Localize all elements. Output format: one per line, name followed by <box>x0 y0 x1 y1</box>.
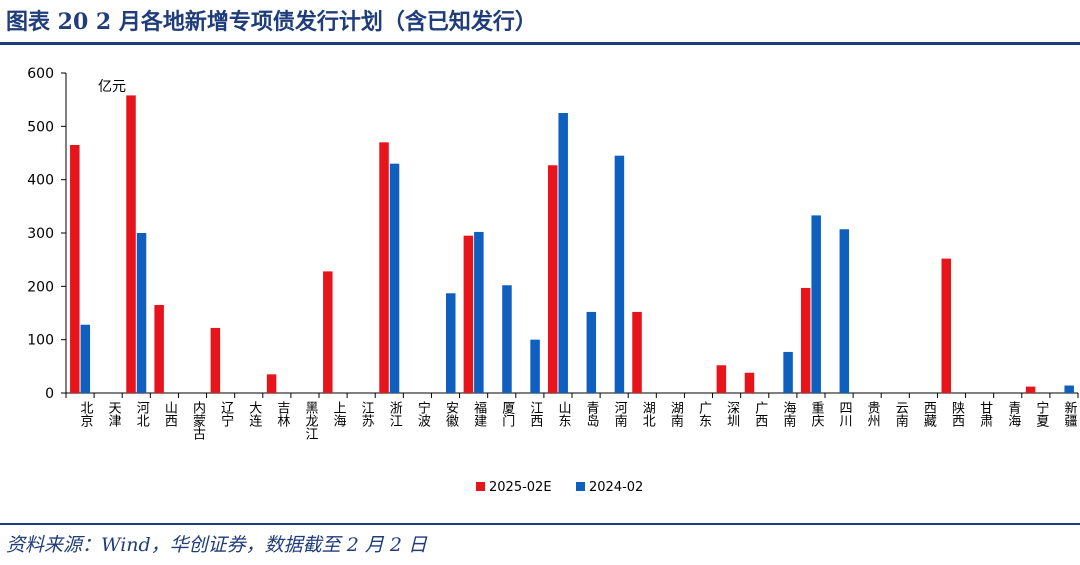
bar-2025-02e <box>547 165 558 393</box>
x-tick-label: 海南 <box>780 401 796 427</box>
bar-2024-02 <box>530 339 540 393</box>
bar-2025-02e <box>266 374 277 393</box>
x-tick-label: 湖南 <box>668 401 684 427</box>
bar-2025-02e <box>154 305 164 393</box>
bar-2025-02e <box>463 235 474 393</box>
bar-2025-02e <box>126 95 136 394</box>
x-tick-label: 安徽 <box>443 401 459 427</box>
x-tick-label: 深圳 <box>724 401 740 427</box>
bar-2025-02e <box>744 372 755 393</box>
legend-label: 2025-02E <box>489 480 552 495</box>
figure-title: 图表 20 2 月各地新增专项债发行计划（含已知发行） <box>6 9 537 35</box>
x-tick-label: 宁夏 <box>1033 400 1049 427</box>
x-tick-label: 江苏 <box>359 401 375 427</box>
x-tick-label: 西藏 <box>921 401 937 427</box>
legend-swatch <box>476 482 485 491</box>
bar-2025-02e <box>210 327 221 393</box>
source-note: 资料来源：Wind，华创证券，数据截至 2 月 2 日 <box>6 534 428 556</box>
x-tick-label: 宁波 <box>415 400 431 427</box>
x-tick-label: 山东 <box>555 401 571 427</box>
x-tick-label: 厦门 <box>499 401 515 427</box>
x-tick-label: 山西 <box>162 401 178 427</box>
bar-2025-02e <box>379 142 389 393</box>
x-tick-label: 陕西 <box>949 401 965 427</box>
x-tick-label: 甘肃 <box>977 401 993 427</box>
bar-2024-02 <box>446 293 456 393</box>
y-tick-label: 500 <box>27 119 54 135</box>
bar-2025-02e <box>632 311 642 393</box>
y-tick-label: 0 <box>45 386 54 402</box>
x-tick-label: 黑龙江 <box>302 401 318 440</box>
bar-2024-02 <box>811 215 821 393</box>
x-tick-label: 湖北 <box>640 401 656 428</box>
y-unit-label: 亿元 <box>98 79 126 95</box>
x-tick-label: 福建 <box>471 401 487 428</box>
bar-2025-02e <box>323 271 333 393</box>
x-tick-label: 四川 <box>837 401 853 427</box>
bar-2024-02 <box>136 233 147 393</box>
legend-label: 2024-02 <box>589 480 643 495</box>
legend-swatch <box>576 482 585 491</box>
x-tick-label: 广西 <box>752 401 768 427</box>
x-tick-label: 上海 <box>331 401 347 427</box>
bar-2024-02 <box>1064 385 1074 393</box>
x-tick-label: 青海 <box>1005 401 1021 427</box>
x-tick-label: 天津 <box>106 401 122 427</box>
bar-2024-02 <box>586 311 597 393</box>
bar-2024-02 <box>389 163 400 393</box>
bar-2024-02 <box>783 351 793 393</box>
bar-2025-02e <box>800 287 811 393</box>
bar-2024-02 <box>614 155 625 393</box>
x-tick-label: 新疆 <box>1061 400 1077 427</box>
bar-2024-02 <box>558 113 568 393</box>
x-tick-label: 辽宁 <box>218 401 234 427</box>
x-tick-label: 北京 <box>78 401 94 427</box>
bar-2024-02 <box>839 229 850 393</box>
bar-2024-02 <box>502 285 512 393</box>
x-tick-label: 大连 <box>246 401 262 428</box>
x-tick-label: 贵州 <box>865 401 881 427</box>
x-tick-label: 青岛 <box>584 401 600 427</box>
bar-2025-02e <box>1025 386 1036 393</box>
x-tick-label: 云南 <box>893 401 909 427</box>
y-tick-label: 300 <box>27 226 54 242</box>
bar-2024-02 <box>80 324 91 393</box>
y-tick-label: 100 <box>27 333 54 349</box>
x-tick-label: 浙江 <box>387 401 403 427</box>
bar-2025-02e <box>941 258 951 393</box>
bar-2025-02e <box>716 365 727 393</box>
footer-divider <box>0 523 1080 525</box>
x-tick-label: 河北 <box>134 401 150 428</box>
x-tick-label: 吉林 <box>274 401 290 427</box>
bar-2024-02 <box>474 231 484 393</box>
y-tick-label: 400 <box>27 173 54 189</box>
x-tick-label: 内蒙古 <box>190 400 206 440</box>
y-tick-label: 200 <box>27 279 54 295</box>
x-tick-label: 重庆 <box>808 400 824 427</box>
bar-2025-02e <box>70 145 80 393</box>
y-tick-label: 600 <box>27 66 54 82</box>
x-tick-label: 广东 <box>696 401 712 427</box>
x-tick-label: 河南 <box>612 401 628 427</box>
x-tick-label: 江西 <box>527 401 543 427</box>
title-divider <box>0 42 1080 45</box>
